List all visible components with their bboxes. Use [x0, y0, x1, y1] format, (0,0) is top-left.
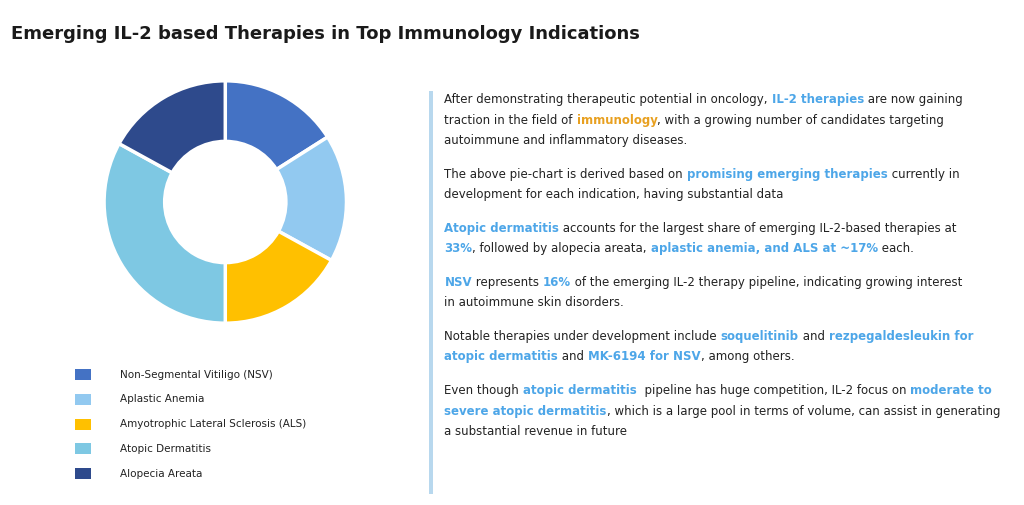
Text: Emerging IL-2 based Therapies in Top Immunology Indications: Emerging IL-2 based Therapies in Top Imm… — [11, 25, 640, 43]
Text: pipeline has huge competition, IL-2 focus on: pipeline has huge competition, IL-2 focu… — [637, 384, 910, 397]
Text: Notable therapies under development include: Notable therapies under development incl… — [444, 330, 721, 343]
Wedge shape — [104, 143, 225, 323]
Text: 33%: 33% — [444, 242, 472, 255]
Text: Aplastic Anemia: Aplastic Anemia — [121, 394, 205, 405]
Wedge shape — [276, 137, 346, 261]
Text: Atopic Dermatitis: Atopic Dermatitis — [121, 444, 211, 454]
Text: and: and — [558, 350, 588, 364]
Text: development for each indication, having substantial data: development for each indication, having … — [444, 188, 783, 201]
Text: atopic dermatitis: atopic dermatitis — [444, 350, 558, 364]
Text: each.: each. — [878, 242, 913, 255]
Bar — [75, 394, 91, 405]
Text: Atopic dermatitis: Atopic dermatitis — [444, 222, 559, 235]
Text: moderate to: moderate to — [910, 384, 991, 397]
Text: MK-6194 for NSV: MK-6194 for NSV — [588, 350, 700, 364]
Text: , followed by alopecia areata,: , followed by alopecia areata, — [472, 242, 650, 255]
Text: autoimmune and inflammatory diseases.: autoimmune and inflammatory diseases. — [444, 134, 688, 147]
Text: 16%: 16% — [543, 276, 571, 289]
Text: rezpegaldesleukin for: rezpegaldesleukin for — [828, 330, 973, 343]
Text: NSV: NSV — [444, 276, 472, 289]
Text: The above pie-chart is derived based on: The above pie-chart is derived based on — [444, 168, 687, 181]
Text: immunology: immunology — [577, 114, 657, 127]
Text: currently in: currently in — [888, 168, 959, 181]
Wedge shape — [225, 231, 332, 323]
Text: a substantial revenue in future: a substantial revenue in future — [444, 425, 628, 438]
Text: severe atopic dermatitis: severe atopic dermatitis — [444, 405, 607, 418]
Wedge shape — [225, 81, 328, 170]
Text: Alopecia Areata: Alopecia Areata — [121, 469, 203, 479]
Text: soquelitinib: soquelitinib — [721, 330, 799, 343]
Text: Amyotrophic Lateral Sclerosis (ALS): Amyotrophic Lateral Sclerosis (ALS) — [121, 419, 306, 429]
Bar — [429, 91, 432, 494]
Text: Even though: Even though — [444, 384, 523, 397]
Bar — [75, 419, 91, 430]
Text: of the emerging IL-2 therapy pipeline, indicating growing interest: of the emerging IL-2 therapy pipeline, i… — [571, 276, 963, 289]
Text: , with a growing number of candidates targeting: , with a growing number of candidates ta… — [657, 114, 944, 127]
Text: IL-2 therapies: IL-2 therapies — [772, 93, 864, 107]
Text: atopic dermatitis: atopic dermatitis — [523, 384, 637, 397]
Bar — [75, 369, 91, 380]
Text: in autoimmune skin disorders.: in autoimmune skin disorders. — [444, 296, 625, 309]
Text: promising emerging therapies: promising emerging therapies — [687, 168, 888, 181]
Text: traction in the field of: traction in the field of — [444, 114, 577, 127]
Text: are now gaining: are now gaining — [864, 93, 963, 107]
Text: Non-Segmental Vitiligo (NSV): Non-Segmental Vitiligo (NSV) — [121, 370, 273, 380]
Bar — [75, 468, 91, 479]
Text: , which is a large pool in terms of volume, can assist in generating: , which is a large pool in terms of volu… — [607, 405, 1000, 418]
Text: After demonstrating therapeutic potential in oncology,: After demonstrating therapeutic potentia… — [444, 93, 772, 107]
Text: accounts for the largest share of emerging IL-2-based therapies at: accounts for the largest share of emergi… — [559, 222, 956, 235]
Bar — [75, 443, 91, 454]
Text: and: and — [799, 330, 828, 343]
Text: aplastic anemia, and ALS at ~17%: aplastic anemia, and ALS at ~17% — [650, 242, 878, 255]
Text: , among others.: , among others. — [700, 350, 795, 364]
Wedge shape — [119, 81, 225, 173]
Text: represents: represents — [472, 276, 543, 289]
